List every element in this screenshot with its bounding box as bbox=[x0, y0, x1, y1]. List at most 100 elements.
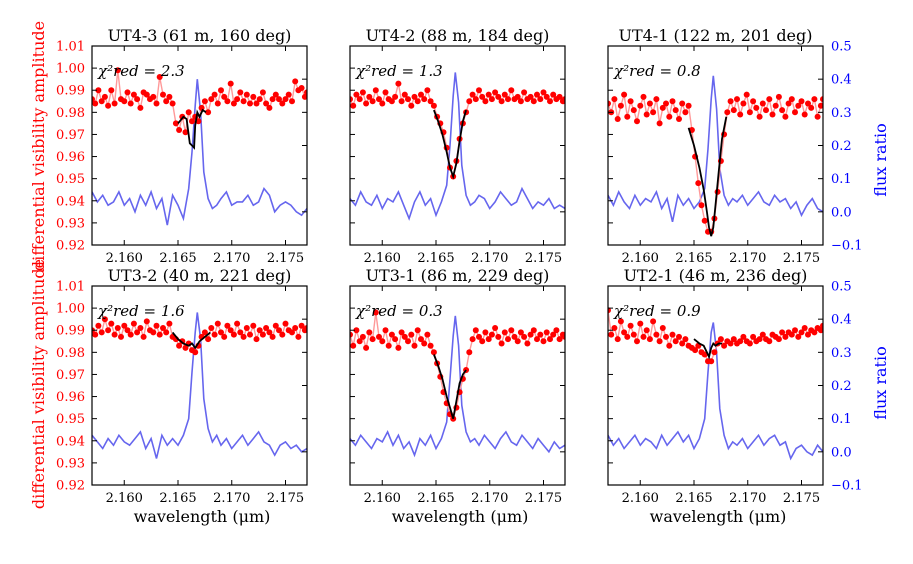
y2-tick-label: −0.1 bbox=[831, 479, 863, 494]
x-tick-label: 2.175 bbox=[525, 251, 562, 266]
visibility-point bbox=[743, 91, 750, 98]
xlabel-col-1: wavelength (μm) bbox=[134, 507, 271, 526]
visibility-point bbox=[418, 336, 424, 343]
visibility-point bbox=[353, 327, 360, 334]
visibility-point bbox=[469, 336, 476, 343]
visibility-point bbox=[495, 93, 502, 100]
visibility-point bbox=[746, 109, 753, 116]
visibility-point bbox=[143, 91, 150, 98]
visibility-point bbox=[295, 333, 302, 340]
chi2-annotation: χ²red = 1.3 bbox=[355, 62, 443, 80]
xlabel-col-2: wavelength (μm) bbox=[392, 507, 529, 526]
x-tick-label: 2.160 bbox=[106, 491, 143, 506]
visibility-point bbox=[221, 333, 228, 340]
visibility-point bbox=[153, 322, 160, 329]
visibility-point bbox=[385, 342, 392, 349]
visibility-point bbox=[788, 331, 795, 338]
visibility-point bbox=[379, 338, 386, 345]
visibility-point bbox=[395, 80, 402, 87]
visibility-point bbox=[160, 325, 166, 331]
visibility-point bbox=[430, 349, 437, 356]
visibility-point bbox=[517, 98, 524, 105]
visibility-point bbox=[92, 96, 95, 103]
x-tick-label: 2.165 bbox=[675, 491, 712, 506]
visibility-point bbox=[392, 93, 399, 100]
visibility-point bbox=[230, 100, 237, 107]
y2-tick-label: 0.1 bbox=[831, 412, 852, 427]
visibility-point bbox=[111, 100, 118, 107]
x-tick-label: 2.175 bbox=[525, 491, 562, 506]
visibility-point bbox=[382, 89, 389, 96]
right-ylabel-top: flux ratio bbox=[871, 123, 890, 196]
visibility-point bbox=[205, 109, 212, 116]
visibility-point bbox=[750, 333, 757, 340]
visibility-point bbox=[376, 96, 382, 103]
visibility-point bbox=[769, 111, 776, 118]
chi2-annotation: χ²red = 1.6 bbox=[97, 302, 185, 320]
y-tick-label: 0.97 bbox=[56, 368, 85, 383]
visibility-point bbox=[521, 333, 528, 340]
visibility-point bbox=[298, 85, 305, 91]
visibility-point bbox=[508, 327, 515, 334]
visibility-point bbox=[562, 333, 565, 340]
visibility-point bbox=[237, 89, 244, 96]
visibility-point bbox=[698, 202, 705, 209]
visibility-point bbox=[259, 331, 266, 338]
visibility-point bbox=[517, 329, 524, 336]
model-fit-line bbox=[177, 108, 207, 150]
visibility-point bbox=[356, 96, 363, 103]
visibility-point bbox=[811, 96, 818, 103]
visibility-point bbox=[350, 342, 357, 349]
visibility-point bbox=[298, 322, 305, 329]
visibility-point bbox=[775, 336, 782, 343]
panel-title: UT4-2 (88 m, 184 deg) bbox=[366, 26, 550, 45]
visibility-point bbox=[492, 325, 499, 331]
visibility-point bbox=[537, 96, 544, 103]
visibility-point bbox=[182, 344, 189, 351]
visibility-point bbox=[163, 98, 170, 105]
visibility-point bbox=[711, 349, 718, 356]
visibility-point bbox=[801, 111, 808, 118]
visibility-point bbox=[701, 217, 708, 224]
visibility-point bbox=[250, 93, 257, 100]
visibility-point bbox=[114, 67, 121, 74]
visibility-point bbox=[756, 113, 763, 120]
visibility-point bbox=[208, 96, 215, 103]
visibility-point bbox=[676, 116, 682, 122]
visibility-point bbox=[727, 340, 734, 347]
visibility-point bbox=[214, 100, 221, 107]
visibility-point bbox=[650, 109, 657, 116]
visibility-point bbox=[234, 96, 241, 103]
visibility-point bbox=[820, 322, 823, 329]
visibility-point bbox=[266, 329, 273, 336]
visibility-point bbox=[205, 336, 212, 343]
visibility-point bbox=[130, 320, 137, 327]
y-tick-label: 0.96 bbox=[56, 150, 85, 165]
visibility-point bbox=[682, 336, 689, 343]
visibility-point bbox=[476, 87, 482, 94]
x-tick-label: 2.160 bbox=[106, 251, 143, 266]
visibility-point bbox=[359, 89, 366, 96]
visibility-point bbox=[820, 96, 823, 103]
visibility-point bbox=[798, 98, 805, 105]
visibility-point bbox=[540, 338, 547, 345]
visibility-point bbox=[276, 96, 282, 103]
visibility-point bbox=[779, 329, 786, 336]
visibility-point bbox=[108, 87, 115, 94]
y-tick-label: 1.00 bbox=[56, 62, 85, 77]
visibility-point bbox=[495, 333, 502, 340]
x-tick-label: 2.170 bbox=[213, 491, 250, 506]
x-tick-label: 2.160 bbox=[364, 491, 401, 506]
flux-ratio-line bbox=[92, 312, 307, 459]
visibility-point bbox=[782, 333, 789, 340]
visibility-point bbox=[730, 336, 737, 343]
visibility-point bbox=[427, 342, 434, 349]
y-tick-label: 0.95 bbox=[56, 412, 85, 427]
visibility-point bbox=[730, 107, 737, 114]
visibility-point bbox=[237, 329, 244, 336]
chi2-annotation: χ²red = 2.3 bbox=[97, 62, 185, 80]
visibility-point bbox=[160, 91, 166, 98]
visibility-point bbox=[234, 320, 241, 327]
visibility-point bbox=[247, 331, 253, 338]
visibility-point bbox=[514, 93, 521, 100]
